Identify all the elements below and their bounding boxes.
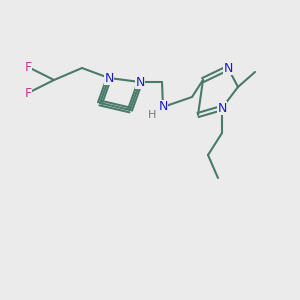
Text: N: N	[158, 100, 168, 113]
Text: N: N	[223, 61, 233, 74]
Text: N: N	[104, 71, 114, 85]
Text: H: H	[148, 110, 156, 120]
Text: F: F	[24, 86, 32, 100]
Text: F: F	[24, 61, 32, 74]
Text: N: N	[135, 76, 145, 88]
Text: N: N	[217, 101, 227, 115]
